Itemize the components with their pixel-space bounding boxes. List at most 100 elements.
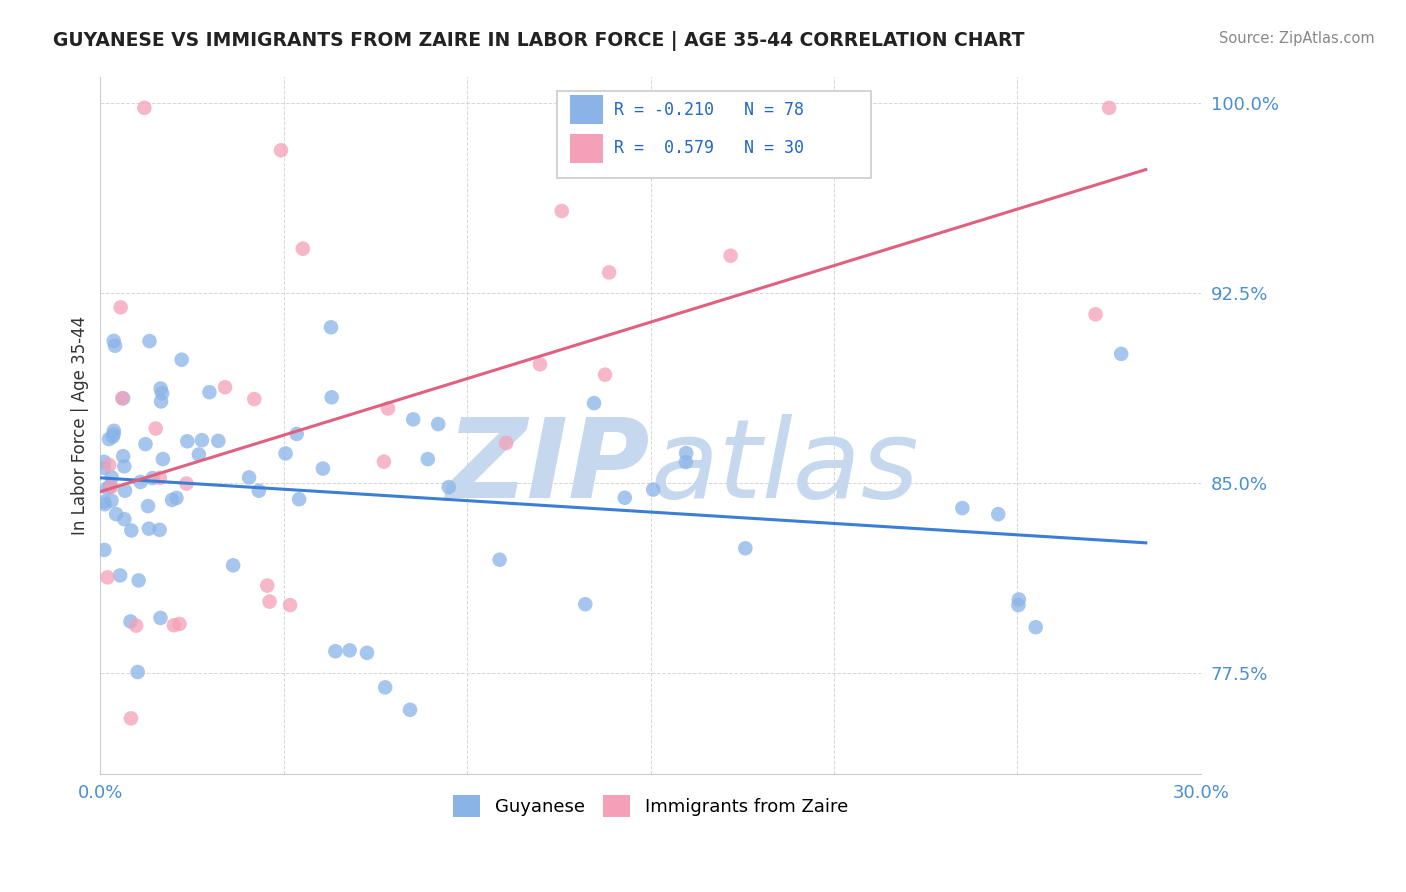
Point [101, 430, 124, 444]
Point [120, 711, 142, 725]
Point [163, 618, 186, 632]
Point [96, 570, 118, 584]
Point [720, 249, 742, 263]
Point [150, 394, 173, 409]
Point [950, 501, 973, 516]
Point [98, 458, 121, 472]
Point [166, 491, 188, 505]
Point [169, 616, 191, 631]
Point [1098, 101, 1121, 115]
Point [112, 392, 135, 406]
Point [176, 434, 198, 449]
Point [399, 703, 422, 717]
Point [93, 455, 115, 469]
Point [100, 493, 122, 508]
Text: R =  0.579   N = 30: R = 0.579 N = 30 [614, 139, 804, 157]
Point [129, 475, 152, 489]
Point [176, 476, 198, 491]
Point [142, 471, 165, 485]
Point [105, 507, 128, 521]
Point [278, 598, 301, 612]
Point [93, 495, 115, 509]
Point [187, 447, 209, 461]
Point [416, 452, 439, 467]
Point [103, 427, 125, 442]
Point [495, 436, 517, 450]
Point [574, 597, 596, 611]
Point [100, 480, 122, 494]
Point [288, 492, 311, 507]
Point [125, 618, 148, 632]
Point [152, 452, 174, 467]
Point [112, 449, 135, 463]
Point [551, 204, 574, 219]
Point [127, 665, 149, 679]
Point [100, 470, 122, 484]
Point [325, 644, 347, 658]
Point [93, 542, 115, 557]
Point [191, 433, 214, 447]
Point [374, 681, 396, 695]
Point [593, 368, 616, 382]
Point [114, 483, 136, 498]
Point [377, 401, 399, 416]
Point [110, 301, 132, 315]
Point [207, 434, 229, 448]
Point [256, 578, 278, 592]
Point [675, 455, 697, 469]
Bar [571, 134, 603, 162]
Point [613, 491, 636, 505]
Point [120, 615, 142, 629]
Point [134, 437, 156, 451]
Point [402, 412, 425, 426]
Point [149, 611, 172, 625]
Point [104, 339, 127, 353]
Point [1008, 592, 1031, 607]
Point [274, 446, 297, 460]
Point [270, 144, 292, 158]
Point [136, 499, 159, 513]
Point [1025, 620, 1047, 634]
Point [98, 479, 121, 493]
Point [356, 646, 378, 660]
Y-axis label: In Labor Force | Age 35-44: In Labor Force | Age 35-44 [72, 317, 89, 535]
Point [243, 392, 266, 406]
Legend: Guyanese, Immigrants from Zaire: Guyanese, Immigrants from Zaire [446, 788, 855, 824]
Point [170, 352, 193, 367]
Point [108, 568, 131, 582]
Point [598, 265, 620, 279]
Point [112, 512, 135, 526]
Point [643, 483, 665, 497]
Point [103, 424, 125, 438]
Point [285, 426, 308, 441]
Point [437, 480, 460, 494]
Point [319, 320, 342, 334]
Point [488, 552, 510, 566]
Point [96, 482, 118, 496]
Point [94, 497, 117, 511]
Point [259, 594, 281, 608]
Point [238, 470, 260, 484]
Point [312, 461, 335, 475]
Point [987, 507, 1010, 521]
Point [93, 461, 115, 475]
Point [734, 541, 756, 556]
Point [247, 483, 270, 498]
Text: R = -0.210   N = 78: R = -0.210 N = 78 [614, 101, 804, 119]
Point [339, 643, 361, 657]
Point [1007, 598, 1029, 612]
Point [149, 523, 172, 537]
Point [214, 380, 236, 394]
Point [112, 459, 135, 474]
Point [1084, 307, 1107, 321]
Point [149, 382, 172, 396]
Point [134, 101, 156, 115]
Point [427, 417, 450, 431]
Point [103, 334, 125, 348]
Point [160, 492, 183, 507]
FancyBboxPatch shape [557, 91, 870, 178]
Point [97, 432, 120, 446]
Point [138, 522, 160, 536]
Point [149, 471, 172, 485]
Point [111, 392, 134, 406]
